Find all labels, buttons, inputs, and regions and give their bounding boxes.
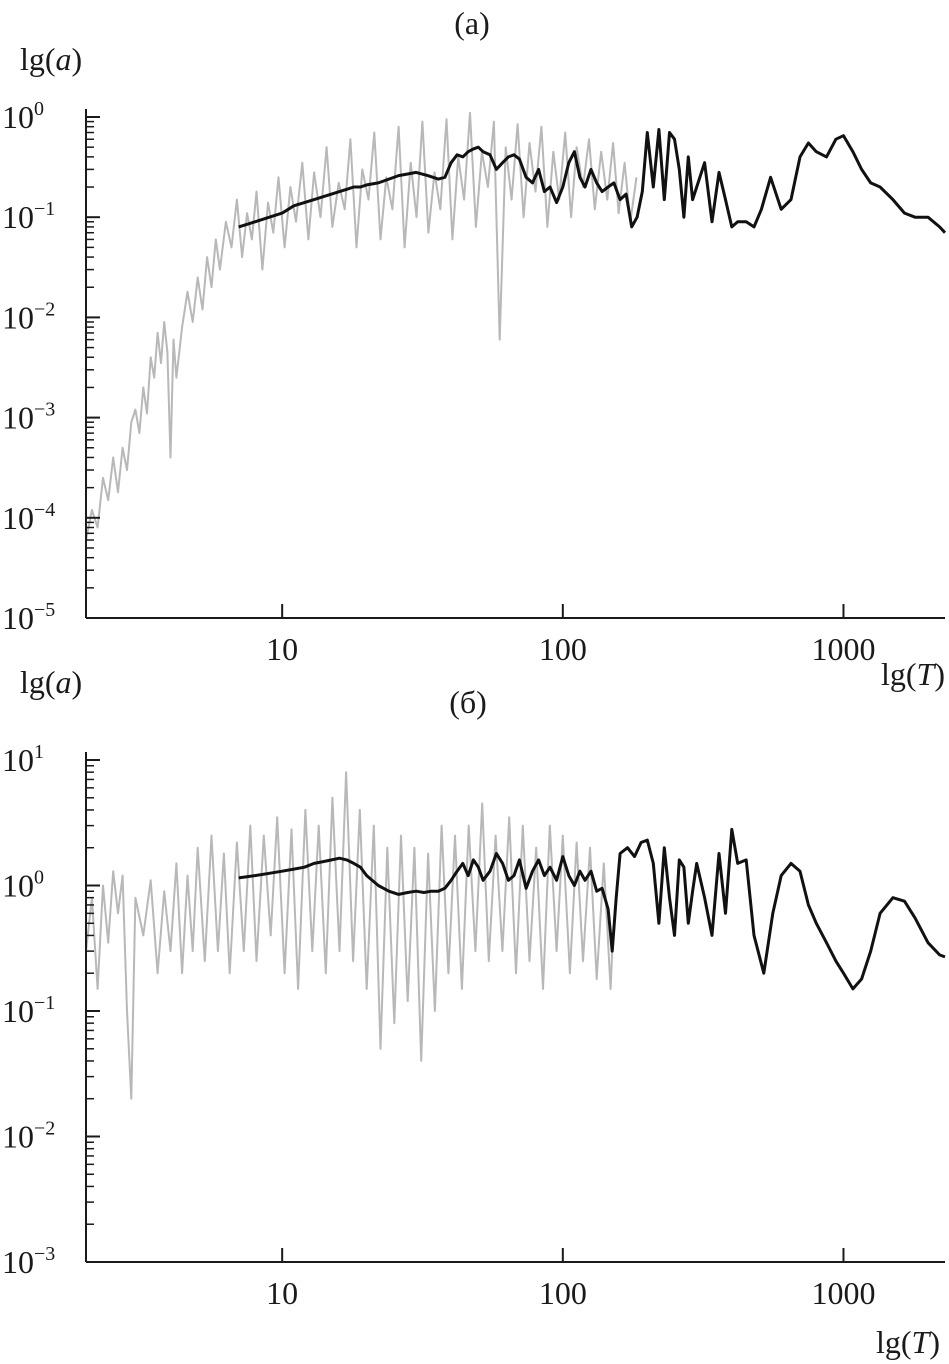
- y-tick-label: 10−2: [2, 298, 55, 335]
- y-axis-title-b: lg(a): [20, 664, 82, 700]
- plot-area-b: 10−3 10−2 10−1 100 101 10 100 1000: [2, 741, 946, 1311]
- x-axis-title-b: lg(T): [876, 1324, 940, 1360]
- y-tick-label: 10−3: [2, 399, 55, 436]
- x-tick-label: 100: [539, 1275, 587, 1311]
- x-tick-label: 10: [266, 631, 298, 667]
- y-tick-label: 10−1: [2, 992, 55, 1029]
- smoothed-series-line-1: [238, 827, 946, 991]
- y-tick-label: 101: [2, 741, 44, 778]
- y-tick-label: 10−5: [2, 599, 55, 636]
- raw-series-line-0: [85, 111, 638, 541]
- y-tick-label: 10−1: [2, 198, 55, 235]
- x-tick-label: 100: [539, 631, 587, 667]
- smoothed-series-line-0: [238, 128, 947, 234]
- x-tick-label: 1000: [811, 1275, 875, 1311]
- raw-series-line-1: [85, 771, 614, 1100]
- x-axis-title-a: lg(T): [881, 656, 945, 692]
- plot-area-a: 10−5 10−4 10−3 10−2 10−1 100 10 100 1000: [2, 98, 947, 667]
- panel-a: (a) lg(a) lg(T) 10−510−410−310−210−11001…: [2, 5, 947, 692]
- y-tick-label: 100: [2, 98, 44, 135]
- x-tick-label: 1000: [811, 631, 875, 667]
- y-tick-label: 10−2: [2, 1118, 55, 1155]
- y-tick-label: 10−3: [2, 1243, 55, 1280]
- panel-label-b: (б): [449, 684, 487, 720]
- y-axis-title-a: lg(a): [20, 41, 82, 77]
- x-tick-label: 10: [266, 1275, 298, 1311]
- panel-label-a: (a): [454, 5, 490, 41]
- y-tick-label: 100: [2, 867, 44, 904]
- y-tick-label: 10−4: [2, 499, 55, 536]
